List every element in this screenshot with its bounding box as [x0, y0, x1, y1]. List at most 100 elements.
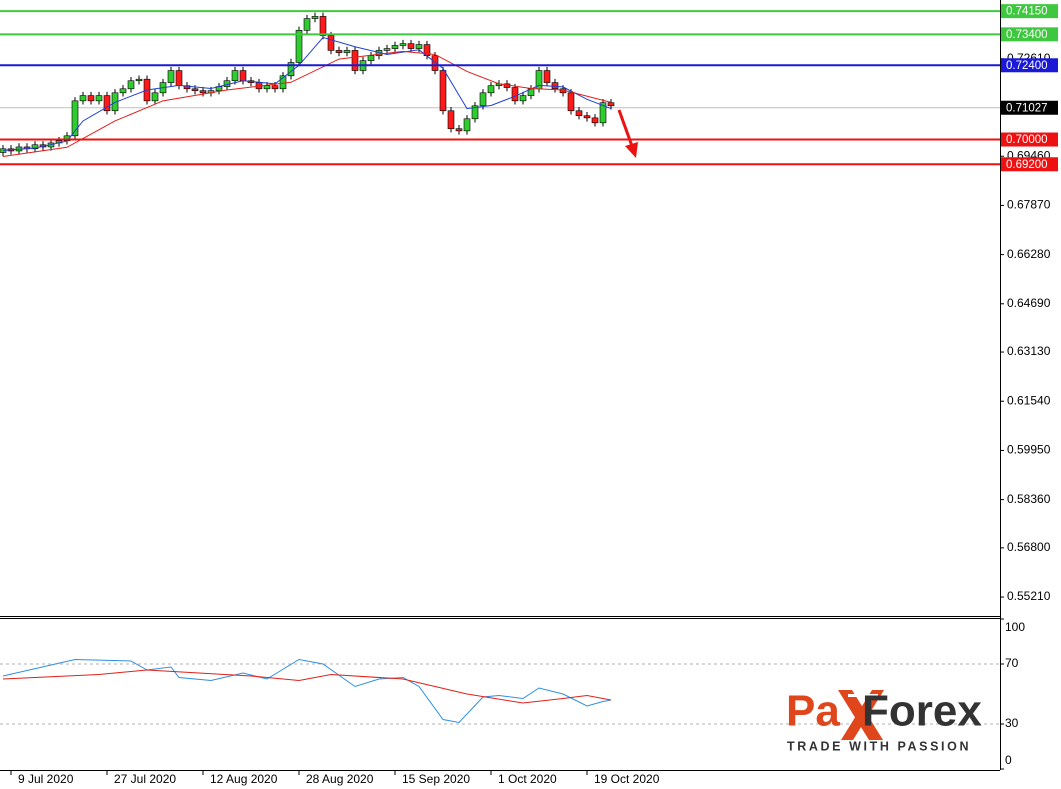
candle-body [447, 110, 455, 129]
y-tick-label: 0.61540 [1007, 393, 1051, 407]
y-tick-label: 0.63130 [1007, 344, 1051, 358]
candle-body [343, 50, 351, 53]
current-price-box [1001, 100, 1058, 115]
x-tick-label: 12 Aug 2020 [210, 772, 278, 786]
candle-body [607, 102, 615, 107]
candle-body [455, 128, 463, 132]
candle-body [151, 92, 159, 102]
indicator-line [2, 669, 612, 704]
candle-body [31, 144, 39, 150]
x-tick-label: 9 Jul 2020 [18, 772, 74, 786]
candle-body [351, 50, 359, 71]
candle-body [303, 18, 311, 31]
candle-body [71, 100, 79, 137]
candle-body [127, 80, 135, 90]
candle-body [87, 95, 95, 102]
candle-body [95, 95, 103, 102]
moving-average [2, 50, 612, 158]
rsi-panel: 9 Jul 2020 27 Jul 2020 12 Aug 2020 28 Aug 2… [0, 618, 1025, 786]
logo-x [841, 690, 884, 740]
level-label-box [1001, 27, 1058, 42]
candle-body [79, 95, 87, 102]
candle-body [367, 55, 375, 61]
candle-body [383, 48, 391, 51]
candle-body [191, 88, 199, 91]
y-tick-label: 0.56800 [1007, 540, 1051, 554]
level-label: 0.74150 [1006, 6, 1048, 18]
candle-body [567, 92, 575, 112]
candle-body [439, 70, 447, 112]
logo: Pa Forex TRADE WITH PASSION [786, 687, 982, 754]
arrow-head [625, 142, 638, 158]
candle-body [487, 85, 495, 94]
indicator-line [2, 658, 612, 724]
candle-body [319, 16, 327, 36]
candle-body [103, 95, 111, 112]
y-tick-label: 100 [1005, 620, 1025, 634]
level-label: 0.73400 [1006, 29, 1048, 41]
x-tick-label: 28 Aug 2020 [306, 772, 374, 786]
candle-body [599, 102, 607, 124]
logo-tagline: TRADE WITH PASSION [787, 739, 971, 753]
candle-body [519, 95, 527, 102]
candle-body [511, 87, 519, 102]
main-panel: 0.726100.694600.678700.662800.646900.631… [0, 4, 1058, 603]
candle-body [295, 30, 303, 63]
x-tick-label: 19 Oct 2020 [594, 772, 660, 786]
logo-x-gap [848, 694, 878, 697]
y-tick-label: 70 [1005, 656, 1019, 670]
x-tick-label: 27 Jul 2020 [114, 772, 176, 786]
level-label-box [1001, 132, 1058, 147]
candle-body [231, 70, 239, 82]
candle-body [391, 45, 399, 49]
candle-body [239, 70, 247, 82]
candle-body [135, 78, 143, 82]
y-tick-label: 0.55210 [1007, 589, 1051, 603]
candle-body [543, 70, 551, 83]
x-tick-label: 15 Sep 2020 [402, 772, 470, 786]
candle-body [575, 110, 583, 116]
logo-left: Pa [786, 687, 840, 736]
candle-body [311, 16, 319, 19]
y-tick-label: 30 [1005, 716, 1019, 730]
y-tick-label: 0.58360 [1007, 492, 1051, 506]
candle-body [463, 118, 471, 132]
candle-body [399, 43, 407, 46]
candle-body [175, 70, 183, 86]
candle-body [551, 82, 559, 90]
candle-body [335, 50, 343, 53]
level-label-box [1001, 58, 1058, 73]
logo-right: Forex [862, 687, 982, 736]
candle-body [199, 90, 207, 94]
candle-body [431, 55, 439, 71]
candle-body [471, 105, 479, 120]
candle-body [407, 43, 415, 49]
candle-body [327, 35, 335, 51]
forecast-arrow [617, 109, 638, 158]
candle-body [167, 70, 175, 83]
candle-body [279, 75, 287, 90]
y-tick-label: 0.66280 [1007, 247, 1051, 261]
candle-body [111, 92, 119, 112]
level-label: 0.70000 [1006, 134, 1048, 146]
candle-body [583, 115, 591, 119]
x-tick-label: 1 Oct 2020 [498, 772, 557, 786]
candle-body [271, 85, 279, 90]
candle-body [119, 88, 127, 94]
candle-body [479, 92, 487, 107]
y-tick-label: 0 [1005, 753, 1012, 767]
candle-body [263, 85, 271, 90]
y-tick-label: 0.67870 [1007, 198, 1051, 212]
candle-body [0, 148, 7, 153]
moving-average [2, 36, 612, 151]
current-price-label: 0.71027 [1006, 102, 1048, 114]
level-label-box [1001, 4, 1058, 19]
candle-body [591, 117, 599, 124]
y-tick-label: 0.59950 [1007, 443, 1051, 457]
level-label-box [1001, 157, 1058, 172]
level-label: 0.69200 [1006, 159, 1048, 171]
candle-body [415, 44, 423, 49]
arrow-shaft [617, 109, 634, 147]
